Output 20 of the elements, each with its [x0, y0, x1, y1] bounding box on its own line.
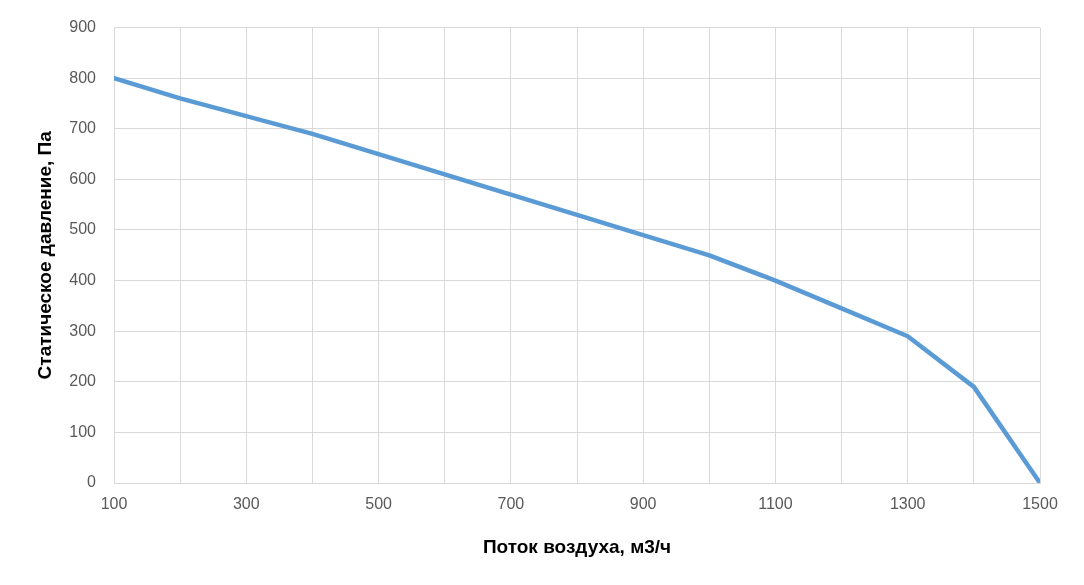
y-tick-label: 0: [87, 473, 97, 491]
y-tick-label: 300: [69, 321, 97, 339]
x-tick-label: 300: [232, 495, 260, 513]
x-axis-title: Поток воздуха, м3/ч: [482, 535, 672, 557]
y-tick-label: 500: [69, 220, 97, 238]
y-tick-label: 100: [69, 422, 97, 440]
y-tick-label: 700: [69, 119, 97, 137]
x-tick-label: 900: [629, 495, 657, 513]
x-tick-label: 1500: [1022, 495, 1058, 513]
x-tick-label: 500: [365, 495, 393, 513]
y-tick-label: 400: [69, 271, 97, 289]
x-tick-label: 1300: [889, 495, 926, 513]
x-tick-label: 700: [497, 495, 525, 513]
y-tick-label: 600: [69, 169, 97, 187]
x-tick-label: 1100: [758, 495, 793, 513]
y-tick-label: 800: [69, 68, 97, 86]
x-tick-label: 100: [100, 495, 128, 513]
y-axis-title: Статическое давление, Па: [33, 130, 55, 380]
y-tick-label: 900: [69, 18, 97, 36]
y-tick-label: 200: [69, 372, 97, 390]
